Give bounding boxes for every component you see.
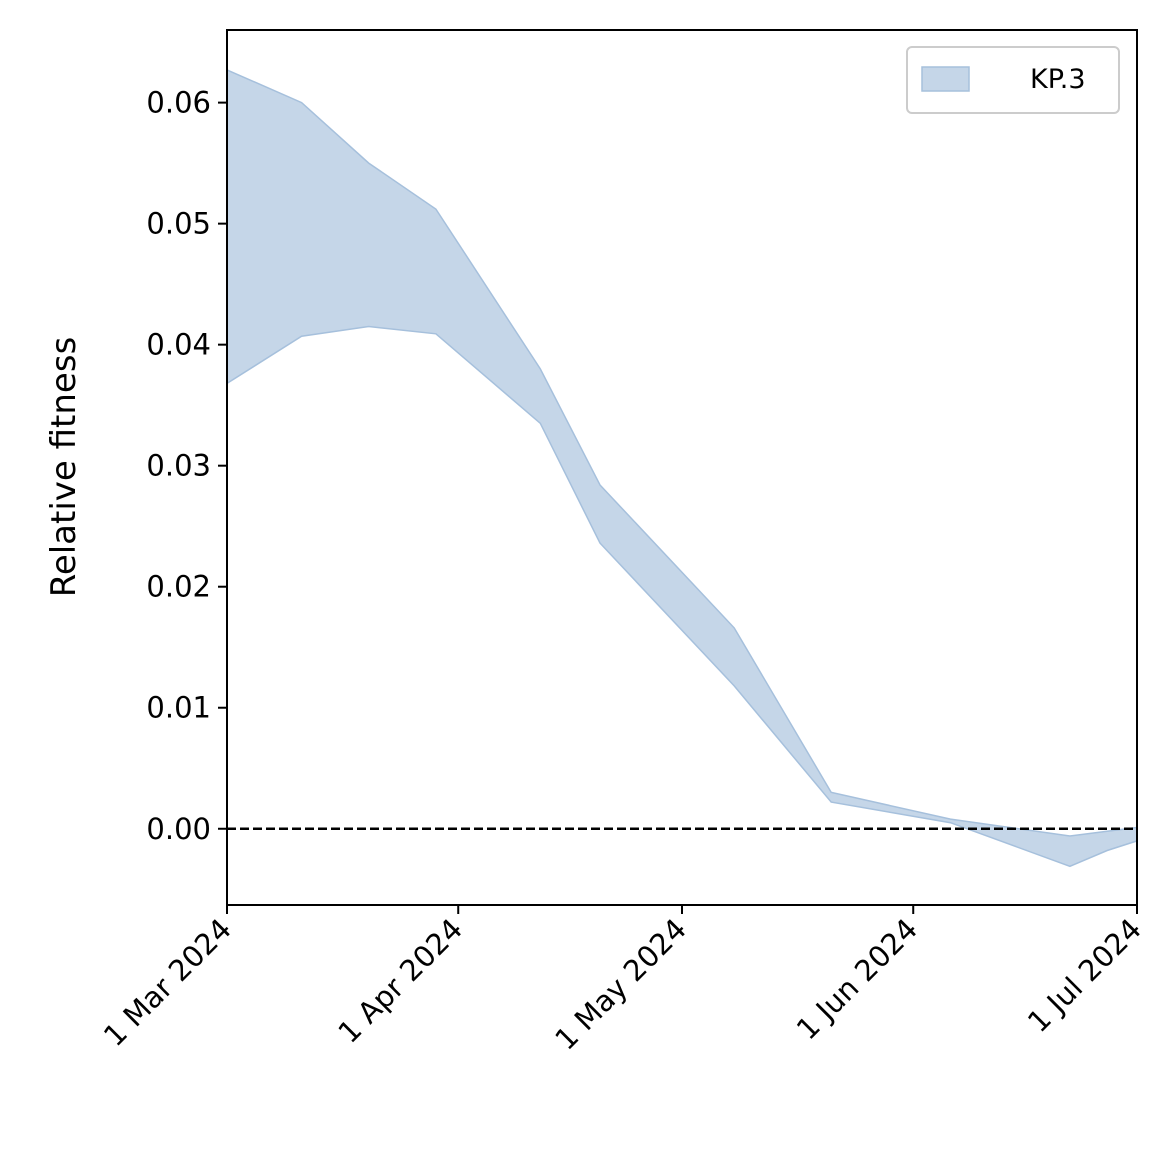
y-tick-label: 0.00 <box>146 812 211 846</box>
legend-label: KP.3 <box>1030 64 1086 95</box>
y-tick-label: 0.02 <box>146 570 211 604</box>
legend-box <box>906 46 1120 114</box>
legend-swatch <box>921 66 970 92</box>
y-axis-label: Relative fitness <box>44 337 84 598</box>
y-tick-label: 0.03 <box>146 449 211 483</box>
y-tick-label: 0.01 <box>146 691 211 725</box>
y-tick-label: 0.05 <box>146 207 211 241</box>
y-axis: 0.00 0.01 0.02 0.03 0.04 0.05 0.06 <box>146 86 227 846</box>
legend: KP.3 <box>906 46 1120 114</box>
y-tick-label: 0.06 <box>146 86 211 120</box>
y-tick-label: 0.04 <box>146 328 211 362</box>
